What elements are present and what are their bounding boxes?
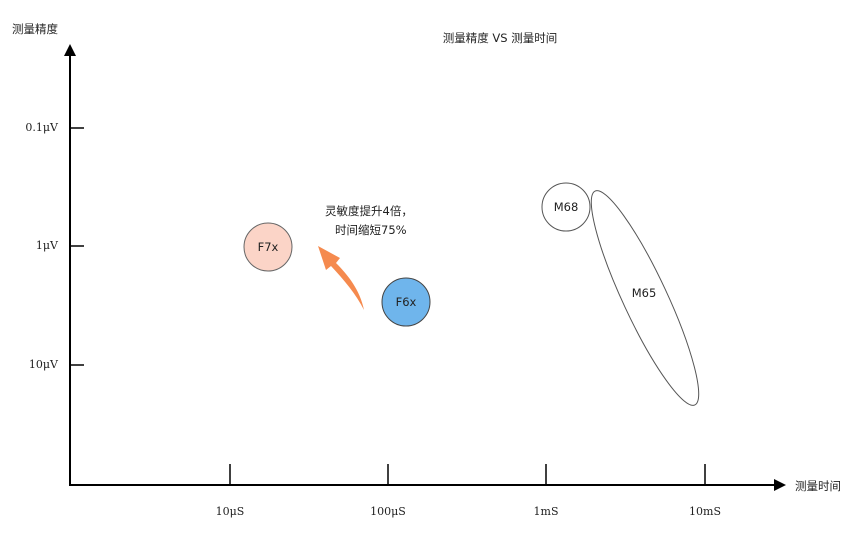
diagram-title: 测量精度 VS 测量时间 xyxy=(442,31,558,45)
x-tick-label: 100μS xyxy=(370,505,406,518)
annotation-line-2: 时间缩短75% xyxy=(335,223,407,237)
x-axis-arrowhead xyxy=(774,479,786,491)
f7x-label: F7x xyxy=(257,240,279,254)
m68-circle xyxy=(541,182,591,232)
x-tick-label: 10μS xyxy=(215,505,245,518)
improvement-arrow-icon xyxy=(318,246,364,310)
f6x-label: F6x xyxy=(395,295,417,309)
x-axis-title: 测量时间 xyxy=(795,479,841,493)
y-axis-arrowhead xyxy=(64,44,76,56)
m68-label: M68 xyxy=(553,200,579,214)
y-tick-label: 1μV xyxy=(35,239,58,252)
x-tick-label: 1mS xyxy=(533,505,559,518)
annotation-line-1: 灵敏度提升4倍， xyxy=(325,204,413,218)
improvement-annotation: 灵敏度提升4倍， 时间缩短75% xyxy=(325,202,413,240)
x-tick-label: 10mS xyxy=(689,505,721,518)
m65-ellipse xyxy=(590,190,700,406)
y-tick-label: 0.1μV xyxy=(25,121,58,134)
f7x-circle xyxy=(243,222,293,272)
m65-label: M65 xyxy=(631,286,657,300)
f6x-circle xyxy=(381,277,431,327)
y-axis-title: 测量精度 xyxy=(12,22,58,36)
y-tick-label: 10μV xyxy=(28,358,58,371)
